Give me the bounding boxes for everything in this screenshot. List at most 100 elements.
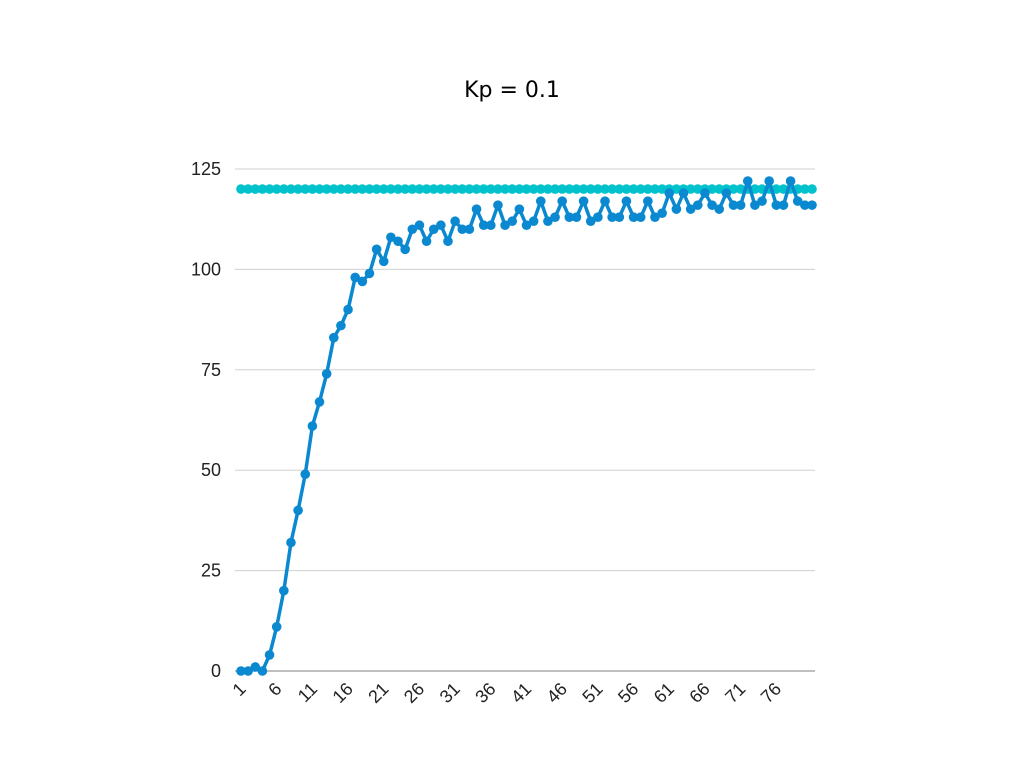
series-1-point	[357, 184, 368, 194]
series-1-point	[486, 184, 496, 194]
series-2-point	[657, 208, 667, 218]
series-1-point	[364, 184, 375, 194]
series-2-point	[757, 196, 767, 206]
series-2-point	[571, 212, 582, 222]
series-1-point	[671, 184, 682, 194]
series-1-point	[350, 184, 361, 194]
series-2-point	[421, 236, 432, 247]
series-2-point	[436, 220, 446, 231]
series-2-point	[714, 204, 725, 214]
series-1-point	[371, 184, 382, 194]
series-1-point	[286, 184, 296, 194]
series-1-point	[714, 184, 725, 194]
series-1-point	[478, 184, 489, 194]
series-1-point	[571, 184, 582, 194]
series-2-point	[750, 200, 760, 210]
series-1-point	[564, 184, 575, 194]
series-2-point	[693, 200, 703, 210]
series-1-point	[514, 184, 525, 194]
series-2-point	[578, 196, 589, 206]
series-2-point	[528, 216, 539, 227]
series-2-point	[279, 585, 289, 596]
series-1-point	[507, 184, 518, 194]
series-2-point	[500, 220, 510, 231]
series-2-point	[386, 232, 396, 243]
series-1-point	[550, 184, 560, 194]
series-1-point	[728, 184, 739, 194]
series-2-point	[635, 212, 646, 222]
series-2-point	[707, 200, 717, 210]
x-tick-label: 76	[757, 679, 785, 707]
series-2-point	[778, 200, 789, 210]
x-tick-label: 31	[436, 679, 464, 707]
series-2-point	[450, 216, 460, 227]
x-tick-label: 11	[294, 679, 321, 706]
series-2-point	[428, 224, 439, 235]
x-tick-label: 61	[650, 679, 678, 707]
y-tick-label: 100	[191, 259, 221, 279]
series-2-point	[250, 662, 261, 672]
series-1-point	[293, 184, 303, 194]
series-2-point	[614, 212, 625, 222]
series-1-point	[585, 184, 596, 194]
series-2-point	[564, 212, 575, 222]
series-2-point	[593, 212, 603, 222]
series-2-point	[343, 304, 353, 315]
series-2-point	[407, 224, 418, 235]
series-2-point	[664, 188, 675, 198]
series-2-point	[557, 196, 567, 206]
series-2-point	[336, 320, 346, 331]
series-1-point	[493, 184, 503, 194]
series-2-point	[742, 176, 753, 186]
x-tick-label: 1	[229, 679, 250, 700]
y-tick-label: 75	[201, 360, 221, 380]
x-tick-label: 51	[578, 679, 606, 707]
series-1-point	[336, 184, 346, 194]
series-1-point	[471, 184, 482, 194]
series-2-point	[764, 176, 774, 186]
series-2-point	[807, 200, 817, 210]
series-2-point	[514, 204, 525, 214]
series-1-point	[635, 184, 646, 194]
series-2-point	[721, 188, 732, 198]
series-2-point	[700, 188, 710, 198]
series-1-point	[443, 184, 453, 194]
x-tick-label: 16	[329, 679, 357, 707]
y-tick-label: 50	[201, 460, 221, 480]
series-2-point	[357, 276, 368, 287]
series-layer	[236, 176, 817, 676]
series-1-point	[414, 184, 425, 194]
series-2-point	[414, 220, 425, 231]
y-axis-ticks: 0 25 50 75 100 125	[191, 159, 221, 681]
series-2-point	[314, 397, 325, 407]
series-2-point	[550, 212, 560, 222]
series-1-point	[243, 184, 253, 194]
series-2-point	[507, 216, 518, 227]
y-tick-label: 0	[211, 661, 221, 681]
x-tick-label: 41	[507, 679, 535, 707]
series-1-point	[321, 184, 332, 194]
series-2-point	[735, 200, 746, 210]
series-1-point	[314, 184, 325, 194]
series-1-point	[500, 184, 510, 194]
series-1-point	[257, 184, 268, 194]
series-1-point	[300, 184, 311, 194]
series-1-point	[307, 184, 318, 194]
series-2-point	[243, 666, 253, 676]
x-tick-label: 66	[685, 679, 713, 707]
series-2-point	[471, 204, 482, 214]
series-2-point	[236, 666, 246, 676]
series-2-point	[728, 200, 739, 210]
series-2-point	[628, 212, 639, 222]
series-2-point	[785, 176, 796, 186]
x-tick-label: 36	[471, 679, 499, 707]
series-2-point	[400, 244, 410, 255]
series-2-point	[685, 204, 696, 214]
series-1-point	[271, 184, 282, 194]
series-1-point	[607, 184, 617, 194]
series-1-point	[557, 184, 567, 194]
series-1-point	[600, 184, 610, 194]
series-2-point	[393, 236, 403, 247]
series-2-point	[321, 369, 332, 379]
